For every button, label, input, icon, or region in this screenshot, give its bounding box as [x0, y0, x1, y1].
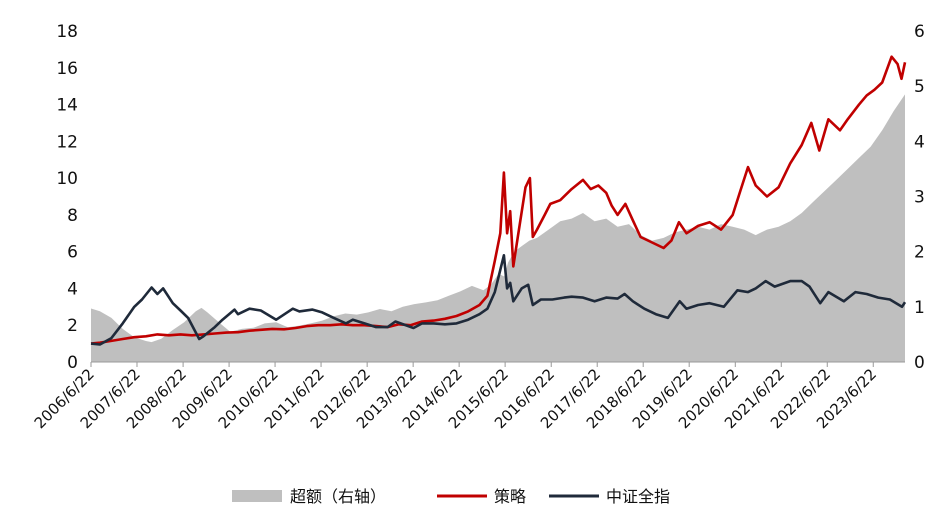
- left-tick-label: 14: [56, 96, 78, 116]
- x-tick-marks: [90, 362, 874, 367]
- right-axis-ticks: 0 1 2 3 4 5 6: [914, 22, 925, 373]
- legend-label-strategy: 策略: [494, 487, 526, 506]
- right-tick-label: 4: [914, 132, 925, 152]
- left-axis-ticks: 0 2 4 6 8 10 12 14 16 18: [56, 22, 78, 373]
- left-tick-label: 2: [67, 316, 78, 336]
- left-tick-label: 8: [67, 206, 78, 226]
- left-tick-label: 0: [67, 353, 78, 373]
- series-excess-area: [91, 94, 905, 363]
- left-tick-label: 12: [56, 132, 78, 152]
- legend-swatch-excess: [232, 490, 282, 502]
- left-tick-label: 16: [56, 59, 78, 79]
- series-strategy-line: [90, 55, 907, 345]
- left-tick-label: 6: [67, 243, 78, 263]
- right-tick-label: 1: [914, 298, 925, 318]
- right-tick-label: 3: [914, 188, 925, 208]
- right-tick-label: 6: [914, 22, 925, 42]
- series-lines-layer: [90, 55, 907, 346]
- right-tick-label: 2: [914, 243, 925, 263]
- left-tick-label: 4: [67, 279, 78, 299]
- legend-label-excess: 超额（右轴）: [290, 487, 386, 506]
- series-index-line: [90, 254, 907, 346]
- left-tick-label: 18: [56, 22, 78, 42]
- legend: 超额（右轴） 策略 中证全指: [232, 487, 670, 506]
- excess-area-layer: [91, 94, 905, 363]
- x-axis-tick-labels: 2006/6/222007/6/222008/6/222009/6/222010…: [31, 365, 880, 432]
- right-tick-label: 5: [914, 77, 925, 97]
- left-tick-label: 10: [56, 169, 78, 189]
- right-tick-label: 0: [914, 353, 925, 373]
- legend-label-index: 中证全指: [606, 487, 670, 506]
